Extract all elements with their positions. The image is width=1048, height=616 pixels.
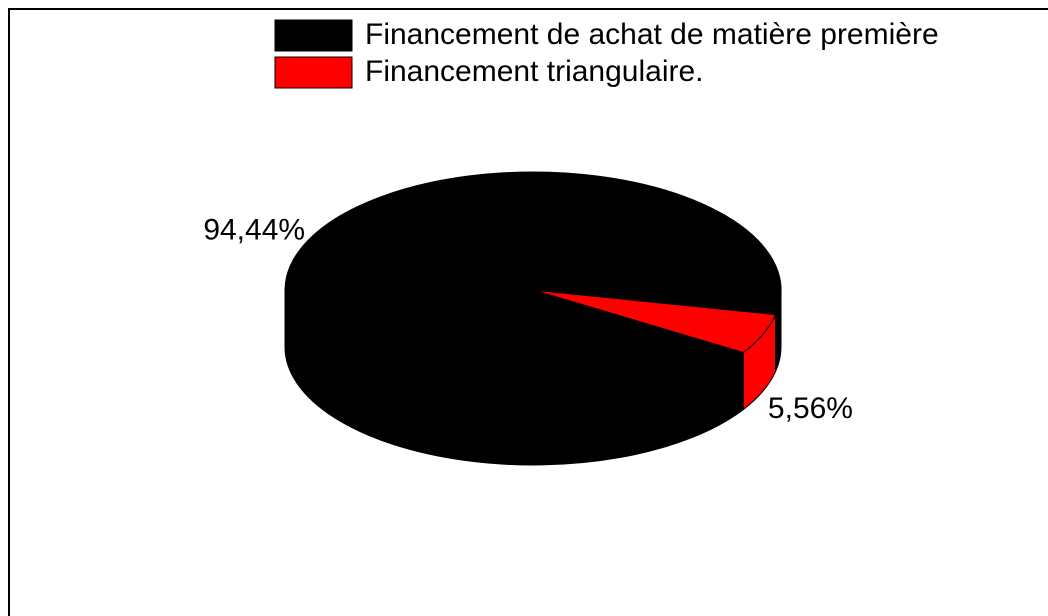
data-label: 5,56% bbox=[768, 392, 853, 425]
legend-swatch bbox=[274, 56, 353, 89]
legend-label: Financement triangulaire. bbox=[365, 55, 704, 88]
legend-swatch bbox=[274, 19, 353, 52]
pie-slice bbox=[284, 171, 782, 409]
data-label: 94,44% bbox=[203, 214, 305, 247]
legend-label: Financement de achat de matière première bbox=[365, 18, 939, 51]
